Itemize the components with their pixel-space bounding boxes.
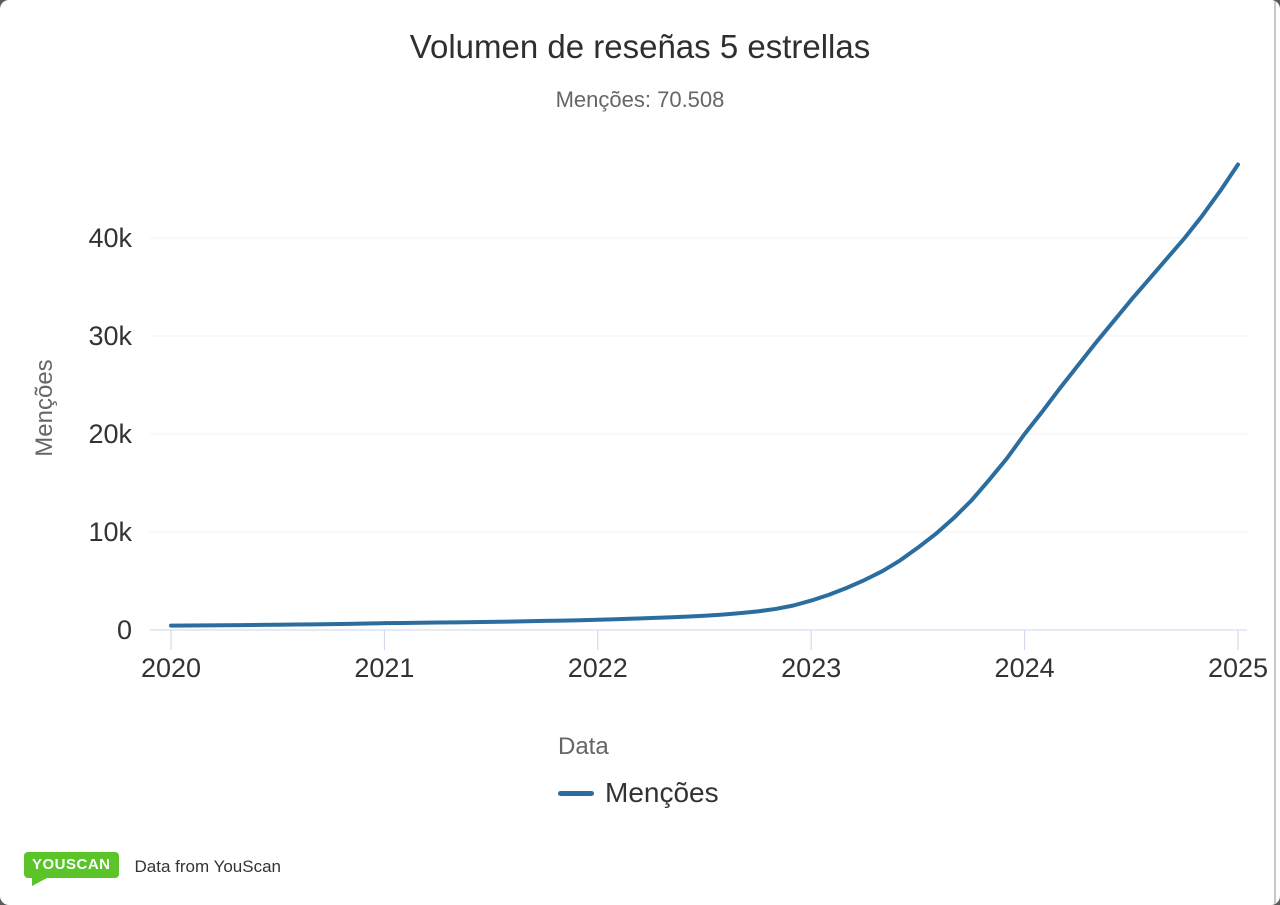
attribution-text: Data from YouScan: [134, 857, 281, 876]
right-edge-divider: [1274, 0, 1276, 905]
chart-subtitle: Menções: 70.508: [555, 87, 725, 112]
y-axis-title: Menções: [31, 359, 58, 456]
x-tick-label: 2024: [995, 653, 1055, 683]
youscan-logo[interactable]: YOUSCAN: [24, 852, 119, 886]
legend-item-label: Menções: [605, 777, 719, 808]
y-tick-label: 30k: [88, 321, 132, 351]
x-tick-label: 2020: [141, 653, 201, 683]
x-tick-label: 2025: [1208, 653, 1268, 683]
x-tick-label: 2022: [568, 653, 628, 683]
y-tick-label: 0: [117, 615, 132, 645]
x-tick-label: 2021: [354, 653, 414, 683]
y-tick-label: 20k: [88, 419, 132, 449]
chart-legend: Data Menções: [558, 733, 719, 809]
chart-title: Volumen de reseñas 5 estrellas: [409, 28, 871, 65]
legend-title: Data: [558, 733, 609, 760]
y-tick-label: 40k: [88, 223, 132, 253]
y-tick-label: 10k: [88, 517, 132, 547]
series-line-mencoes[interactable]: [169, 162, 1240, 628]
chart-plot-area: 2020 2021 2022 2023 2024 2025 0 10k 20k 30k 40k Men…: [31, 162, 1268, 683]
x-tick-label: 2023: [781, 653, 841, 683]
legend-item-mencoes[interactable]: Menções: [558, 777, 719, 809]
legend-line-swatch: [558, 790, 594, 796]
attribution-footer: YOUSCAN Data from YouScan: [24, 852, 281, 886]
